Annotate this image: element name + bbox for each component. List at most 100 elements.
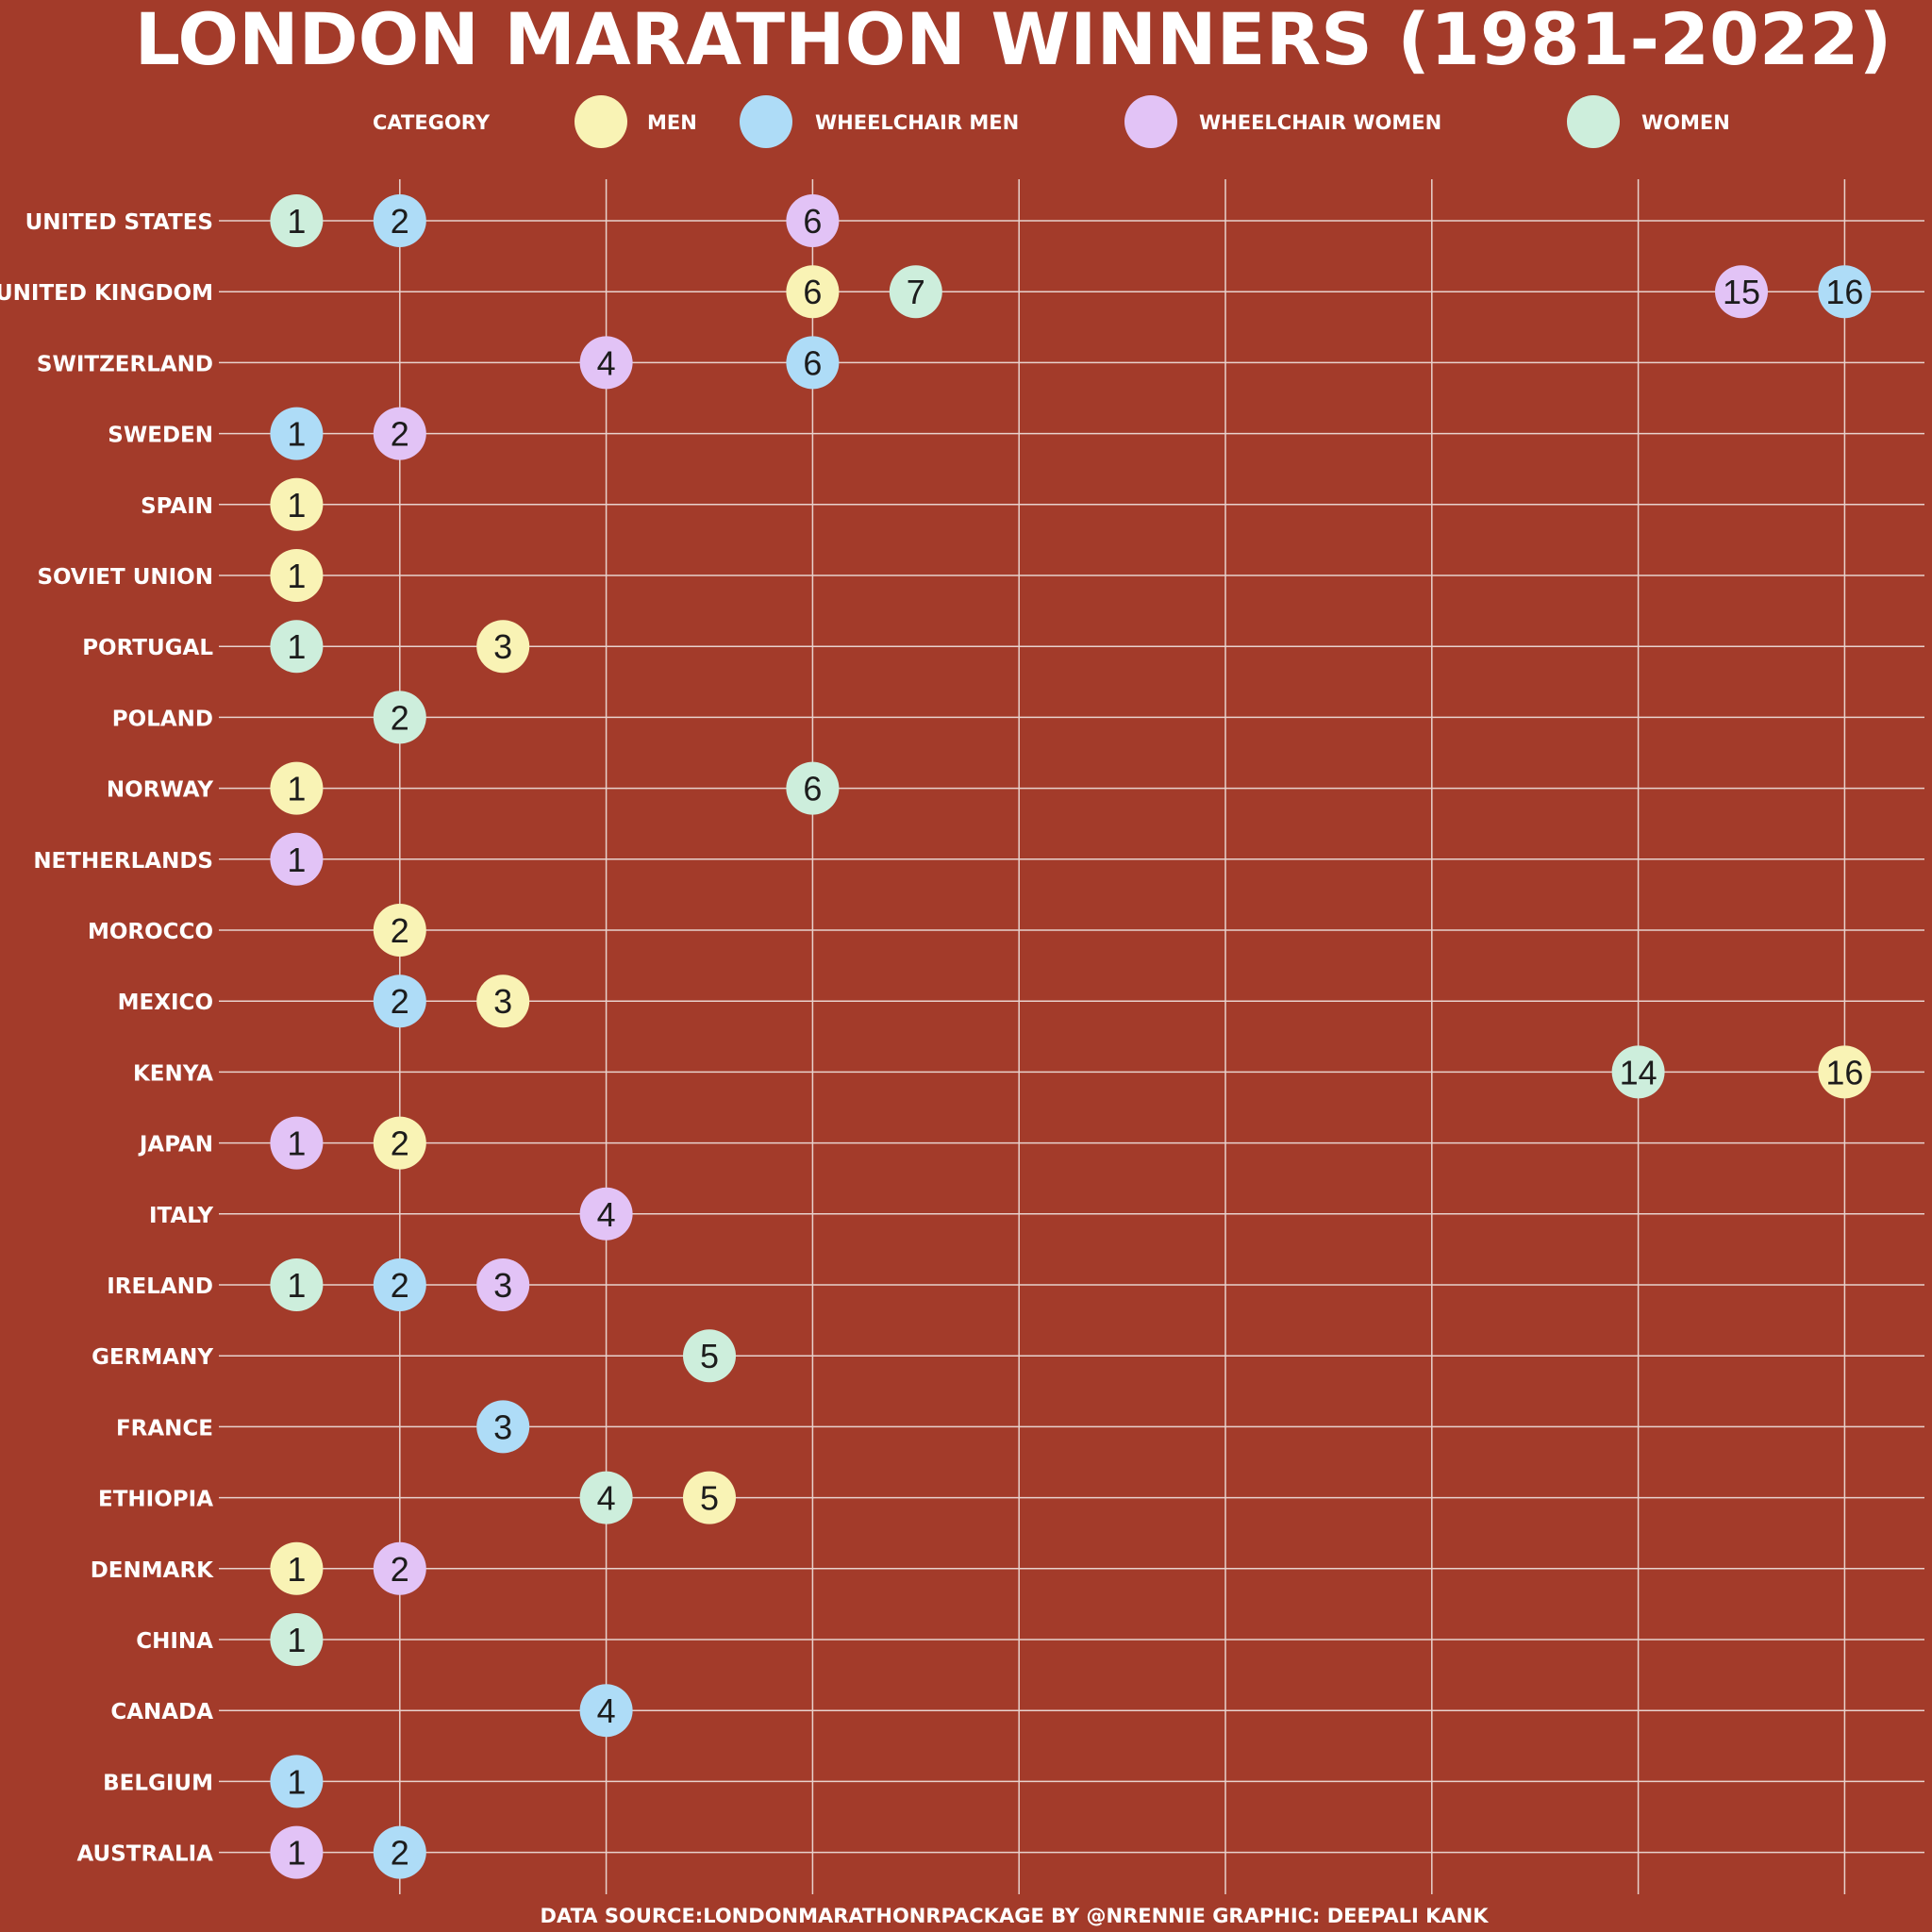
data-point-label: 2 (391, 982, 409, 1021)
data-point-circle (373, 974, 426, 1028)
country-label-italy: ITALY (149, 1204, 213, 1228)
data-point-circle (373, 691, 426, 744)
data-point-portugal-women: 1 (270, 620, 324, 674)
legend: CATEGORY MEN WHEELCHAIR MEN WHEELCHAIR WOM… (373, 95, 1730, 148)
legend-label-wheelchair-women: WHEELCHAIR WOMEN (1199, 111, 1441, 134)
chart-caption: DATA SOURCE:LONDONMARATHONRPACKAGE BY @N… (541, 1905, 1490, 1927)
data-point-netherlands-wheelchair-women: 1 (270, 832, 324, 886)
data-point-switzerland-wheelchair-women: 4 (579, 336, 633, 390)
data-point-united-kingdom-women: 7 (889, 265, 942, 319)
country-label-switzerland: SWITZERLAND (37, 352, 213, 376)
data-point-label: 5 (700, 1337, 719, 1375)
data-point-label: 15 (1723, 273, 1760, 311)
data-point-circle (579, 1471, 633, 1524)
data-point-circle (683, 1329, 736, 1383)
data-point-label: 6 (803, 770, 822, 808)
data-point-label: 3 (493, 1266, 512, 1305)
data-point-circle (270, 1613, 324, 1666)
data-point-belgium-wheelchair-men: 1 (270, 1755, 324, 1808)
data-point-label: 1 (287, 627, 306, 666)
legend-label-women: WOMEN (1641, 111, 1730, 134)
data-point-italy-wheelchair-women: 4 (579, 1187, 633, 1241)
country-label-united-kingdom: UNITED KINGDOM (0, 281, 213, 306)
data-point-label: 3 (493, 982, 512, 1021)
data-point-ethiopia-men: 5 (683, 1471, 736, 1524)
country-label-spain: SPAIN (141, 494, 213, 519)
data-point-label: 5 (700, 1479, 719, 1518)
data-point-spain-men: 1 (270, 477, 324, 531)
data-point-circle (1611, 1045, 1665, 1099)
data-point-australia-wheelchair-men: 2 (373, 1825, 426, 1879)
data-point-united-states-wheelchair-men: 2 (373, 194, 426, 247)
data-point-ireland-wheelchair-women: 3 (476, 1258, 530, 1311)
data-point-label: 3 (493, 627, 512, 666)
data-point-circle (373, 1541, 426, 1595)
data-point-canada-wheelchair-men: 4 (579, 1684, 633, 1738)
country-label-united-states: UNITED STATES (25, 210, 213, 235)
data-point-circle (579, 1187, 633, 1241)
country-label-netherlands: NETHERLANDS (33, 849, 213, 874)
data-point-label: 1 (287, 1550, 306, 1589)
data-point-portugal-men: 3 (476, 620, 530, 674)
data-point-label: 2 (391, 202, 409, 241)
data-point-label: 4 (597, 1691, 616, 1730)
country-label-portugal: PORTUGAL (82, 636, 213, 660)
data-point-label: 3 (493, 1407, 512, 1446)
data-point-label: 2 (391, 698, 409, 737)
data-point-circle (270, 832, 324, 886)
data-point-morocco-men: 2 (373, 904, 426, 957)
country-label-canada: CANADA (110, 1700, 213, 1724)
data-point-circle (373, 1825, 426, 1879)
legend-title: CATEGORY (373, 111, 491, 134)
data-point-united-kingdom-wheelchair-men: 16 (1818, 265, 1872, 319)
data-point-label: 2 (391, 1266, 409, 1305)
data-point-circle (270, 761, 324, 815)
data-point-label: 1 (287, 1834, 306, 1873)
country-label-australia: AUSTRALIA (76, 1842, 213, 1867)
data-point-circle (476, 620, 530, 674)
data-point-sweden-wheelchair-men: 1 (270, 407, 324, 460)
data-point-label: 2 (391, 911, 409, 950)
data-point-circle (683, 1471, 736, 1524)
data-point-mexico-wheelchair-men: 2 (373, 974, 426, 1028)
country-label-morocco: MOROCCO (88, 920, 213, 944)
country-label-poland: POLAND (112, 707, 213, 731)
legend-swatch-women (1567, 95, 1620, 148)
data-point-label: 14 (1620, 1053, 1657, 1091)
data-point-ethiopia-women: 4 (579, 1471, 633, 1524)
country-label-france: FRANCE (116, 1416, 213, 1441)
data-point-norway-men: 1 (270, 761, 324, 815)
data-point-circle (786, 336, 840, 390)
data-point-circle (786, 265, 840, 319)
data-point-germany-women: 5 (683, 1329, 736, 1383)
data-point-denmark-wheelchair-women: 2 (373, 1541, 426, 1595)
data-point-france-wheelchair-men: 3 (476, 1400, 530, 1454)
data-point-label: 2 (391, 1834, 409, 1873)
country-label-japan: JAPAN (138, 1133, 213, 1158)
data-point-circle (270, 477, 324, 531)
data-point-label: 6 (803, 273, 822, 311)
country-label-norway: NORWAY (107, 778, 213, 803)
data-point-label: 16 (1825, 273, 1863, 311)
data-point-circle (270, 1116, 324, 1170)
country-label-kenya: KENYA (133, 1061, 213, 1086)
data-point-circle (1818, 265, 1872, 319)
data-point-label: 6 (803, 343, 822, 382)
legend-swatch-wheelchair-women (1124, 95, 1177, 148)
data-point-label: 2 (391, 1124, 409, 1163)
data-point-circle (579, 336, 633, 390)
data-point-circle (270, 1258, 324, 1311)
data-point-circle (270, 620, 324, 674)
data-point-circle (270, 1755, 324, 1808)
data-point-poland-women: 2 (373, 691, 426, 744)
data-point-label: 4 (597, 343, 616, 382)
country-label-ethiopia: ETHIOPIA (98, 1488, 213, 1512)
country-label-mexico: MEXICO (118, 991, 213, 1015)
data-point-label: 1 (287, 841, 306, 879)
data-point-label: 1 (287, 557, 306, 595)
data-point-circle (476, 1258, 530, 1311)
data-point-label: 1 (287, 486, 306, 525)
data-point-label: 1 (287, 1621, 306, 1659)
